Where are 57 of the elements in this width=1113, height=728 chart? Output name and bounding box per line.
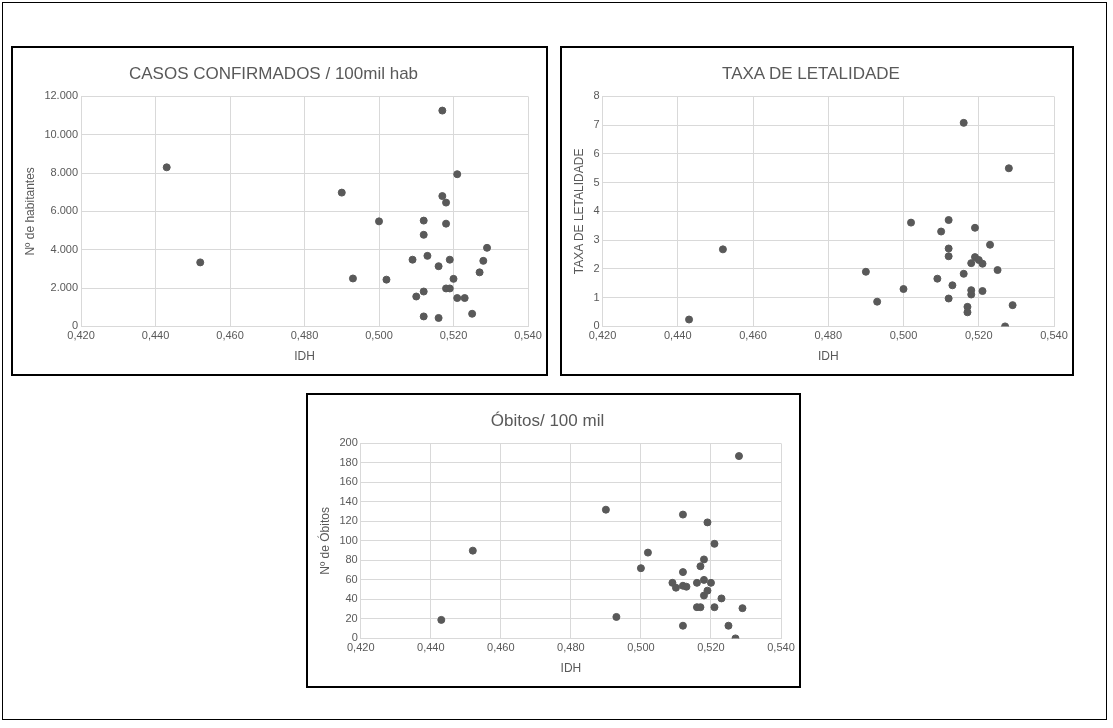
x-tick-label: 0,520 [697,641,725,654]
x-tick-label: 0,460 [739,329,767,342]
y-axis-title: TAXA DE LETALIDADE [571,148,586,275]
x-axis-title: IDH [560,661,582,676]
y-tick-label: 180 [339,455,358,468]
y-tick-label: 8.000 [50,166,79,179]
x-tick-label: 0,440 [664,329,692,342]
x-tick-label: 0,420 [588,329,617,342]
x-tick-label: 0,520 [964,329,993,342]
x-tick-label: 0,460 [216,329,244,342]
y-tick-label: 2.000 [50,281,79,294]
y-tick-label: 6.000 [50,204,79,217]
y-tick-label: 8 [593,89,600,102]
x-tick-label: 0,540 [1040,329,1068,342]
x-tick-label: 0,420 [67,329,95,342]
y-tick-label: 6 [593,146,600,159]
x-tick-label: 0,540 [767,641,795,654]
x-tick-label: 0,500 [889,329,918,342]
y-tick-label: 4 [593,204,600,217]
y-tick-label: 3 [593,233,600,246]
x-tick-label: 0,480 [290,329,319,342]
chart-title: CASOS CONFIRMADOS / 100mil hab [128,63,419,83]
y-axis-title: Nº de Óbitos [316,507,332,575]
chart-title: TAXA DE LETALIDADE [722,63,900,83]
y-tick-label: 5 [593,175,600,188]
y-tick-label: 12.000 [44,89,79,102]
y-axis-title: Nº de habitantes [22,167,37,256]
y-tick-label: 7 [593,118,600,131]
y-tick-label: 80 [345,553,358,566]
x-tick-label: 0,440 [417,641,445,654]
y-tick-label: 40 [345,592,358,605]
x-tick-label: 0,540 [514,329,542,342]
x-tick-label: 0,480 [814,329,843,342]
y-tick-label: 100 [339,533,358,546]
y-tick-label: 120 [339,514,358,527]
x-tick-label: 0,440 [141,329,170,342]
y-tick-label: 20 [345,611,358,624]
x-tick-label: 0,500 [627,641,655,654]
y-tick-label: 60 [345,572,358,585]
x-tick-label: 0,420 [346,641,375,654]
y-tick-label: 160 [339,475,358,488]
y-tick-label: 0 [351,631,358,644]
chart-title: Óbitos/ 100 mil [490,410,605,430]
x-tick-label: 0,520 [439,329,468,342]
x-tick-label: 0,480 [557,641,585,654]
x-axis-title: IDH [294,349,315,364]
x-tick-label: 0,500 [365,329,393,342]
y-tick-label: 200 [339,436,358,449]
y-tick-label: 0 [593,319,600,332]
y-tick-label: 2 [593,261,600,274]
x-tick-label: 0,460 [487,641,515,654]
y-tick-label: 0 [71,319,79,332]
y-tick-label: 4.000 [50,242,79,255]
y-tick-label: 140 [339,494,358,507]
y-tick-label: 10.000 [44,127,79,140]
x-axis-title: IDH [817,349,839,364]
y-tick-label: 1 [593,290,600,303]
